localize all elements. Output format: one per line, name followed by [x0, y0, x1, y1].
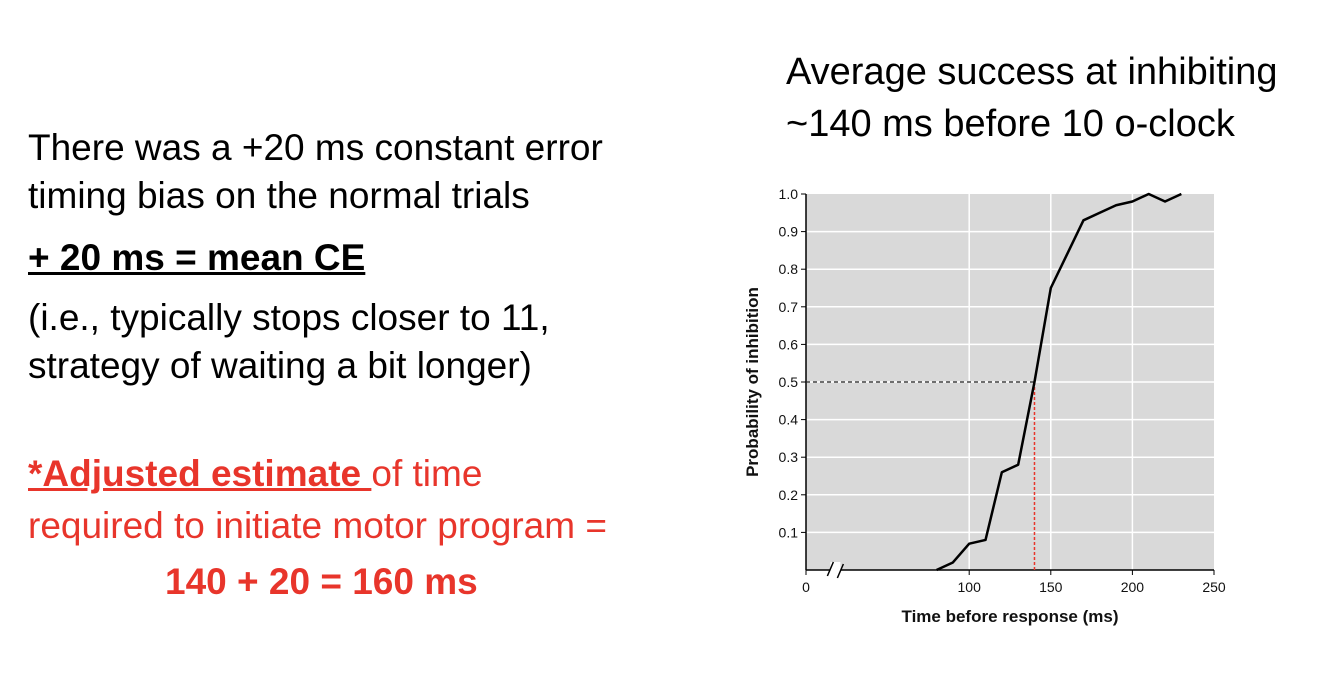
y-tick-label: 0.3: [779, 449, 799, 465]
bias-statement-line-2: timing bias on the normal trials: [28, 175, 530, 216]
calculation-result: 140 + 20 = 160 ms: [165, 561, 478, 602]
y-tick-label: 0.5: [779, 374, 799, 390]
adjusted-estimate-line: *Adjusted estimate of time: [28, 452, 482, 496]
x-tick-label: 150: [1039, 579, 1063, 595]
x-tick-label: 0: [802, 579, 810, 595]
y-tick-label: 0.2: [779, 487, 799, 503]
summary-line-1: Average success at inhibiting: [786, 51, 1278, 93]
y-tick-label: 0.4: [779, 412, 799, 428]
y-tick-label: 1.0: [779, 186, 799, 202]
inhibition-chart: 0.1 0.2 0.3 0.4 0.5 0.6 0.7 0.8 0.9 1.0 0 100 150 200…: [743, 186, 1226, 626]
probability-line: [936, 192, 1182, 572]
summary-line-2: ~140 ms before 10 o-clock: [786, 103, 1235, 145]
x-tick-label: 250: [1202, 579, 1226, 595]
adjusted-estimate-rest: of time: [371, 453, 483, 494]
bias-statement-line-1: There was a +20 ms constant error: [28, 127, 603, 168]
adjusted-estimate-label: *Adjusted estimate: [28, 453, 372, 494]
mean-ce-heading: + 20 ms = mean CE: [28, 237, 366, 278]
axis-break-gap: [830, 562, 841, 578]
explanation-line-1: (i.e., typically stops closer to 11,: [28, 297, 550, 338]
required-line: required to initiate motor program =: [28, 505, 607, 546]
x-axis-label: Time before response (ms): [902, 607, 1119, 626]
y-axis-label: Probability of inhibition: [743, 287, 762, 477]
axis-break-mark: [826, 561, 845, 579]
x-tick-label: 100: [958, 579, 982, 595]
y-tick-label: 0.7: [779, 299, 799, 315]
y-tick-label: 0.8: [779, 261, 799, 277]
y-tick-label: 0.1: [779, 524, 799, 540]
y-tick-label: 0.9: [779, 224, 799, 240]
x-tick-label: 200: [1121, 579, 1145, 595]
explanation-line-2: strategy of waiting a bit longer): [28, 345, 532, 386]
y-tick-label: 0.6: [779, 336, 799, 352]
